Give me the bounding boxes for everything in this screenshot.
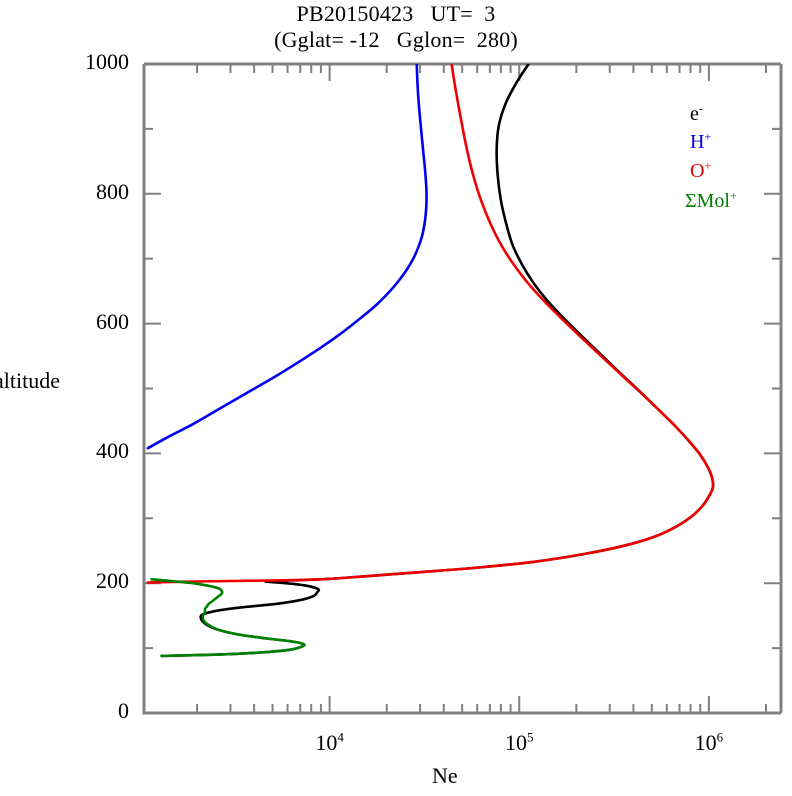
data-curves [146,64,715,658]
y-tick-label: 600 [96,308,129,334]
legend-charge-sign: - [698,101,703,116]
curve-o [146,64,715,584]
axis-frame [142,62,783,715]
y-tick-label: 200 [96,568,129,594]
legend-label: ΣMol [685,190,730,212]
tick-marks [144,63,781,714]
legend-charge-sign: + [704,158,712,173]
y-tick-label: 1000 [85,49,129,74]
legend-item-O: O+ [690,158,712,183]
chart-title-line-1: PB20150423 UT= 3 [296,1,496,26]
curve-smol [150,578,306,658]
x-tick-label: 105 [505,729,534,755]
y-tick-label: 0 [118,698,129,723]
legend-charge-sign: + [729,188,737,203]
legend-label: O [690,160,705,182]
x-axis-label: Ne [432,763,458,788]
curve-h [146,64,428,450]
legend-charge-sign: + [704,129,712,144]
legend-item-Mol: ΣMol+ [685,188,737,213]
legend-item-H: H+ [690,129,712,154]
y-axis-label: altitude [0,368,60,393]
y-tick-label: 800 [96,178,129,204]
y-tick-label: 400 [96,438,129,464]
x-tick-label: 106 [694,729,724,755]
x-tick-label: 104 [315,729,344,755]
legend-item-e: e- [690,101,703,126]
chart-title-line-2: (Gglat= -12 Gglon= 280) [274,27,518,52]
legend-label: e [690,103,699,125]
curve-e [160,64,715,658]
legend-label: H [690,131,705,153]
